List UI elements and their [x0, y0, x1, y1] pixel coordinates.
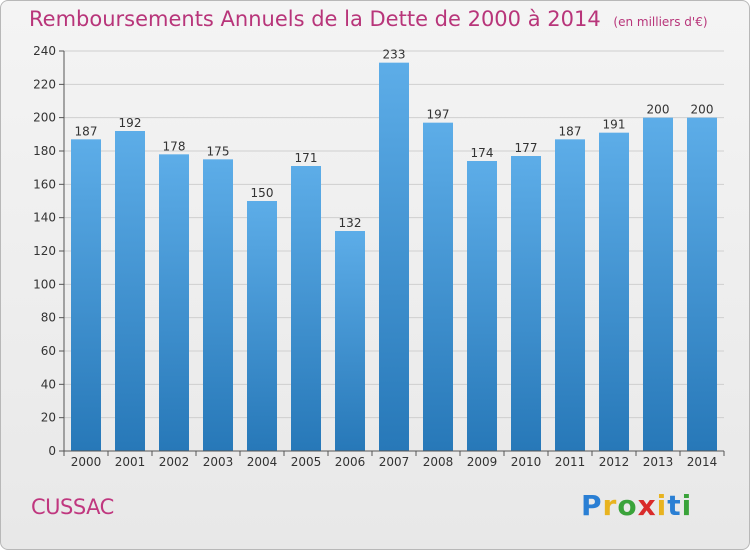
x-tick-label: 2005 — [291, 455, 322, 469]
data-label: 191 — [603, 118, 626, 132]
y-tick-label: 40 — [41, 377, 56, 391]
bar — [555, 139, 585, 452]
logo-letter: i — [656, 489, 668, 522]
x-tick-label: 2006 — [335, 455, 366, 469]
bar — [335, 231, 365, 451]
x-tick-label: 2009 — [467, 455, 498, 469]
x-tick-label: 2012 — [599, 455, 630, 469]
logo-letter: i — [681, 489, 693, 522]
data-label: 132 — [339, 216, 362, 230]
x-tick-label: 2000 — [71, 455, 102, 469]
data-label: 187 — [75, 124, 98, 138]
x-tick-label: 2003 — [203, 455, 234, 469]
x-tick-label: 2011 — [555, 455, 586, 469]
y-tick-label: 60 — [41, 344, 56, 358]
logo-letter: t — [667, 489, 682, 522]
data-label: 200 — [691, 103, 714, 117]
y-tick-label: 140 — [33, 211, 56, 225]
commune-name: CUSSAC — [31, 495, 114, 519]
data-label: 192 — [119, 116, 142, 130]
data-label: 171 — [295, 151, 318, 165]
bar — [291, 166, 321, 451]
data-label: 178 — [163, 139, 186, 153]
logo-letter: o — [617, 489, 638, 522]
bar — [511, 156, 541, 451]
bar — [203, 159, 233, 452]
bar — [687, 117, 717, 452]
data-label: 197 — [427, 108, 450, 122]
data-label: 175 — [207, 144, 230, 158]
y-tick-label: 20 — [41, 411, 56, 425]
bar — [159, 154, 189, 452]
chart-title: Remboursements Annuels de la Dette de 20… — [29, 7, 708, 31]
bar — [599, 132, 629, 451]
y-tick-label: 0 — [48, 444, 56, 458]
bar — [423, 122, 453, 452]
x-tick-label: 2007 — [379, 455, 410, 469]
bar — [247, 201, 277, 451]
data-label: 174 — [471, 146, 494, 160]
data-label: 177 — [515, 141, 538, 155]
x-tick-label: 2001 — [115, 455, 146, 469]
y-tick-label: 80 — [41, 311, 56, 325]
bar — [643, 117, 673, 452]
chart-subtitle: (en milliers d'€) — [613, 15, 708, 29]
data-label: 187 — [559, 124, 582, 138]
bar — [71, 139, 101, 452]
y-tick-label: 180 — [33, 144, 56, 158]
y-tick-label: 120 — [33, 244, 56, 258]
y-tick-label: 240 — [33, 44, 56, 58]
bar — [379, 62, 409, 452]
y-tick-label: 220 — [33, 77, 56, 91]
x-tick-label: 2004 — [247, 455, 278, 469]
data-label: 200 — [647, 103, 670, 117]
bar — [115, 131, 145, 451]
y-tick-label: 200 — [33, 111, 56, 125]
logo-letter: P — [581, 489, 603, 522]
x-tick-label: 2008 — [423, 455, 454, 469]
data-label: 233 — [383, 48, 406, 62]
data-label: 150 — [251, 186, 274, 200]
bar — [467, 161, 497, 451]
x-tick-label: 2013 — [643, 455, 674, 469]
y-tick-label: 100 — [33, 277, 56, 291]
x-tick-label: 2010 — [511, 455, 542, 469]
y-tick-label: 160 — [33, 177, 56, 191]
chart-title-text: Remboursements Annuels de la Dette de 20… — [29, 7, 601, 31]
logo-letter: r — [602, 489, 618, 522]
x-tick-label: 2014 — [687, 455, 718, 469]
logo-letter: x — [637, 489, 657, 522]
proxiti-logo[interactable]: Proxiti — [581, 489, 692, 522]
x-tick-label: 2002 — [159, 455, 190, 469]
